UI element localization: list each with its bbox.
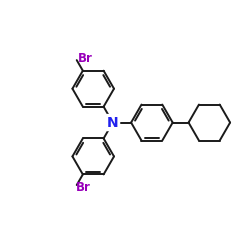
Text: N: N <box>107 116 118 130</box>
Text: Br: Br <box>76 181 90 194</box>
Text: Br: Br <box>78 52 93 66</box>
